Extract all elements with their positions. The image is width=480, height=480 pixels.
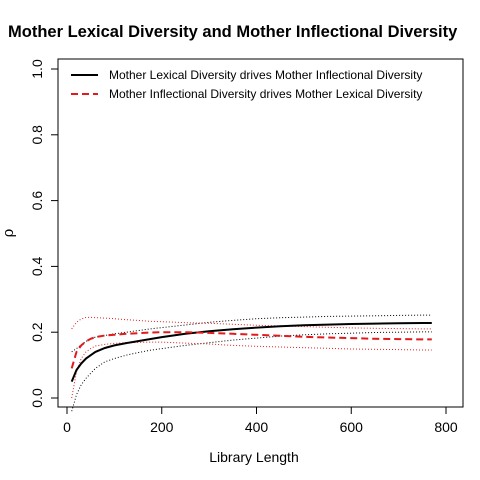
legend-label-1: Mother Lexical Diversity drives Mother I… xyxy=(109,68,422,82)
legend-label-2: Mother Inflectional Diversity drives Mot… xyxy=(109,87,422,101)
legend: Mother Lexical Diversity drives Mother I… xyxy=(71,68,422,101)
series-2-ci-lower xyxy=(71,341,432,399)
series-1-line xyxy=(70,322,432,382)
x-tick-label: 400 xyxy=(245,419,269,435)
y-tick-label: 0.2 xyxy=(29,322,45,342)
x-axis: 0 200 400 600 800 xyxy=(63,406,458,435)
series-lines xyxy=(70,322,432,382)
x-tick-label: 0 xyxy=(63,419,71,435)
x-tick-label: 800 xyxy=(434,419,458,435)
chart-title: Mother Lexical Diversity and Mother Infl… xyxy=(8,23,458,41)
y-tick-label: 0.6 xyxy=(29,191,45,211)
confidence-bands xyxy=(71,314,432,412)
y-tick-label: 0.4 xyxy=(29,256,45,276)
plot-frame xyxy=(57,58,464,408)
y-tick-label: 0.8 xyxy=(29,125,45,145)
y-axis-label: ρ xyxy=(0,228,17,237)
series-2-line xyxy=(70,331,432,369)
series-2-ci-upper xyxy=(71,316,432,330)
y-tick-label: 0.0 xyxy=(29,388,45,408)
x-tick-label: 600 xyxy=(340,419,364,435)
x-axis-label: Library Length xyxy=(209,449,299,465)
y-axis: 0.0 0.2 0.4 0.6 0.8 1.0 xyxy=(29,59,59,408)
x-tick-label: 200 xyxy=(150,419,174,435)
y-tick-label: 1.0 xyxy=(29,59,45,79)
